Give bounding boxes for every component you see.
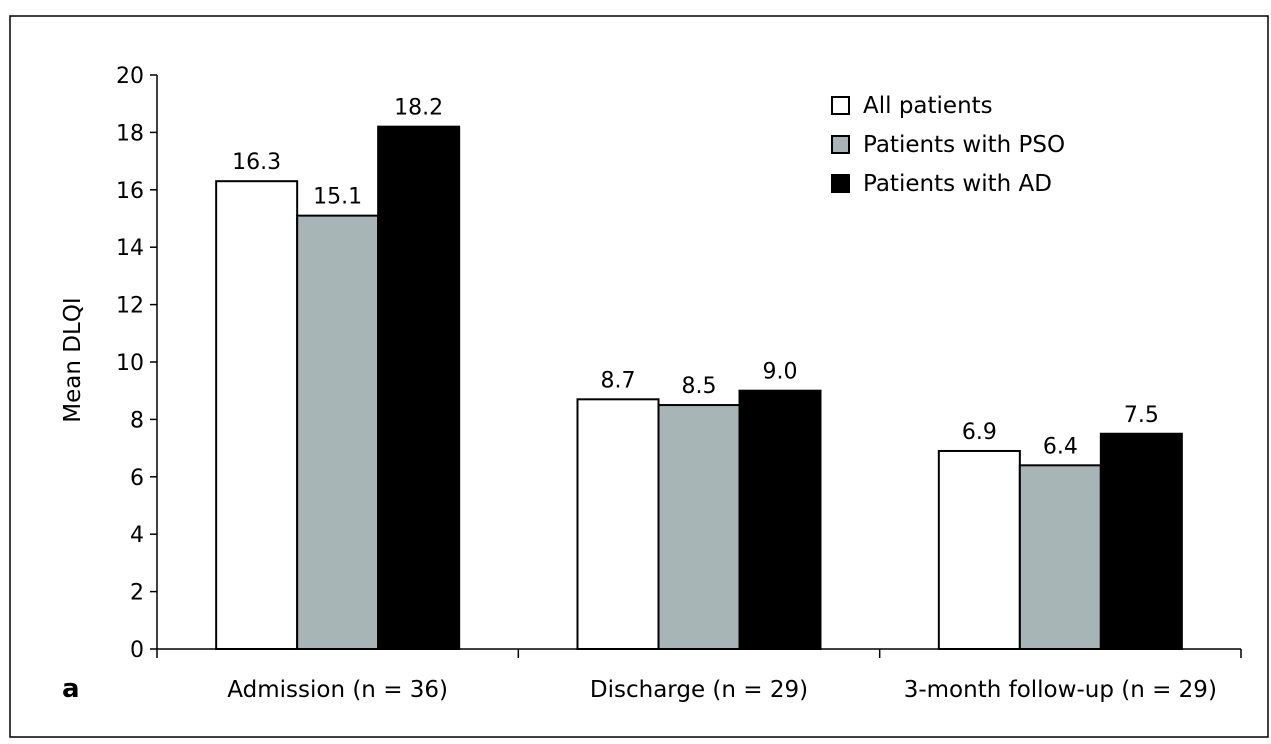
bar (657, 404, 741, 650)
panel-label: a (62, 674, 80, 704)
legend-label: All patients (863, 93, 993, 119)
y-tick-label: 8 (130, 408, 144, 433)
bar (738, 389, 822, 650)
data-label: 6.9 (962, 420, 997, 445)
bar (937, 449, 1021, 650)
y-tick-label: 4 (130, 523, 144, 548)
data-labels-group: 16.3 15.1 18.2 8.7 8.5 9.0 6.9 6.4 7.5 (232, 96, 1159, 460)
data-label: 16.3 (232, 150, 281, 175)
data-label: 8.5 (682, 374, 717, 399)
legend-swatch (831, 96, 850, 115)
bar (576, 398, 660, 650)
bar (1099, 432, 1183, 650)
bar (296, 214, 380, 650)
data-label: 6.4 (1043, 434, 1078, 459)
bar (377, 125, 461, 651)
bar (1018, 464, 1102, 650)
legend-swatch (831, 174, 850, 193)
bar (215, 180, 299, 650)
data-label: 9.0 (763, 360, 798, 385)
data-label: 18.2 (394, 96, 443, 121)
data-label: 7.5 (1124, 403, 1159, 428)
legend: All patients Patients with PSO Patients wi… (831, 93, 1065, 197)
y-tick-label: 10 (116, 351, 144, 376)
y-tick-label: 16 (116, 179, 144, 204)
y-tick-label: 14 (116, 236, 144, 261)
y-axis: 0 2 4 6 8 10 12 14 16 18 20 (116, 64, 158, 663)
x-axis: Admission (n = 36) Discharge (n = 29) 3-mo… (156, 648, 1242, 703)
x-tick-label: Discharge (n = 29) (590, 677, 808, 703)
x-tick-label: 3-month follow-up (n = 29) (904, 677, 1217, 703)
legend-label: Patients with AD (863, 171, 1052, 197)
y-axis-label: Mean DLQI (60, 297, 86, 422)
y-tick-label: 0 (130, 638, 144, 663)
x-tick-label: Admission (n = 36) (227, 677, 448, 703)
bars-group (215, 125, 1183, 651)
y-tick-label: 20 (116, 64, 144, 89)
data-label: 15.1 (313, 185, 362, 210)
y-tick-label: 2 (130, 581, 144, 606)
y-tick-label: 18 (116, 121, 144, 146)
data-label: 8.7 (601, 368, 636, 393)
y-tick-label: 6 (130, 466, 144, 491)
figure-border (9, 15, 1269, 738)
legend-label: Patients with PSO (863, 132, 1065, 158)
legend-swatch (831, 135, 850, 154)
y-tick-label: 12 (116, 294, 144, 319)
